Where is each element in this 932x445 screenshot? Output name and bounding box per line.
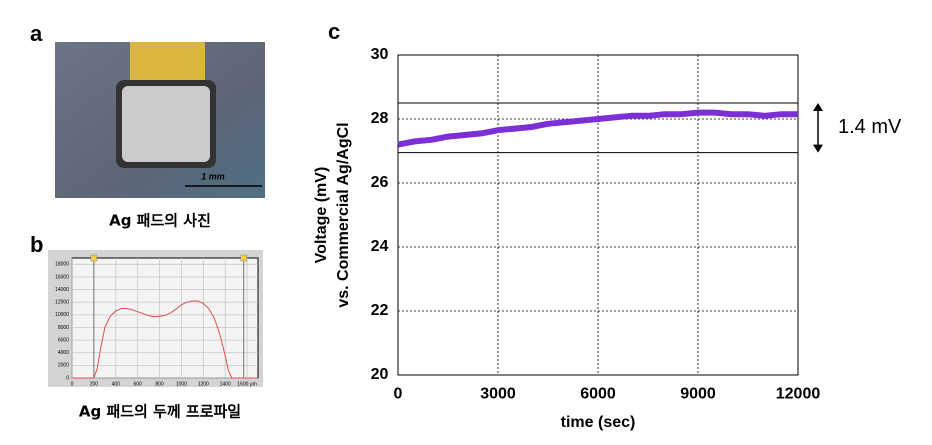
data-line (397, 109, 798, 148)
x-tick-label: 400 (112, 381, 121, 387)
y-tick-label: 0 (66, 375, 69, 381)
y-tick-label: 28 (371, 110, 389, 127)
cursor-handle (90, 254, 98, 262)
cursor-handle (240, 254, 248, 262)
y-tick-label: 16000 (55, 274, 69, 280)
plot-area (71, 257, 259, 379)
arrow-head (813, 103, 823, 111)
y-tick-label: 20 (371, 366, 389, 383)
y-tick-label: 22 (371, 302, 389, 319)
y-tick-label: 8000 (58, 325, 69, 331)
x-tick-label: 12000 (776, 385, 821, 402)
x-tick-label: 1000 (176, 381, 187, 387)
x-axis-label: time (sec) (561, 414, 636, 431)
x-tick-label: 1400 (220, 381, 231, 387)
caption: Ag 패드의 두께 프로파일 (79, 403, 241, 421)
y-tick-label: 2000 (58, 363, 69, 369)
x-tick-label: 1600 μm (237, 381, 257, 387)
y-tick-label: 18000 (55, 262, 69, 268)
x-tick-label: 800 (155, 381, 164, 387)
scale-label: 1 mm (201, 171, 225, 181)
panel-label: b (30, 232, 43, 257)
arrow-head (813, 144, 823, 153)
x-tick-label: 1200 (198, 381, 209, 387)
y-tick-label: 4000 (58, 350, 69, 356)
x-tick-label: 3000 (480, 385, 516, 402)
y-tick-label: 14000 (55, 287, 69, 293)
x-tick-label: 6000 (580, 385, 616, 402)
y-tick-label: 12000 (55, 300, 69, 306)
annotation: 1.4 mV (838, 116, 902, 138)
caption: Ag 패드의 사진 (109, 212, 211, 230)
y-tick-label: 24 (371, 238, 389, 255)
x-tick-label: 600 (133, 381, 142, 387)
panel-label: a (30, 21, 43, 46)
x-tick-label: 9000 (680, 385, 716, 402)
x-tick-label: 0 (394, 385, 403, 402)
photo: 1 mm (55, 42, 265, 198)
x-tick-label: 0 (71, 381, 74, 387)
y-tick-label: 26 (371, 174, 389, 191)
x-tick-label: 200 (90, 381, 99, 387)
y-axis-label: Voltage (mV) (313, 167, 330, 264)
y-axis-label: vs. Commercial Ag/AgCl (335, 122, 352, 307)
y-tick-label: 10000 (55, 312, 69, 318)
data-line (72, 300, 258, 379)
y-tick-label: 30 (371, 46, 389, 63)
y-tick-label: 6000 (58, 337, 69, 343)
panel-label: c (328, 19, 340, 44)
